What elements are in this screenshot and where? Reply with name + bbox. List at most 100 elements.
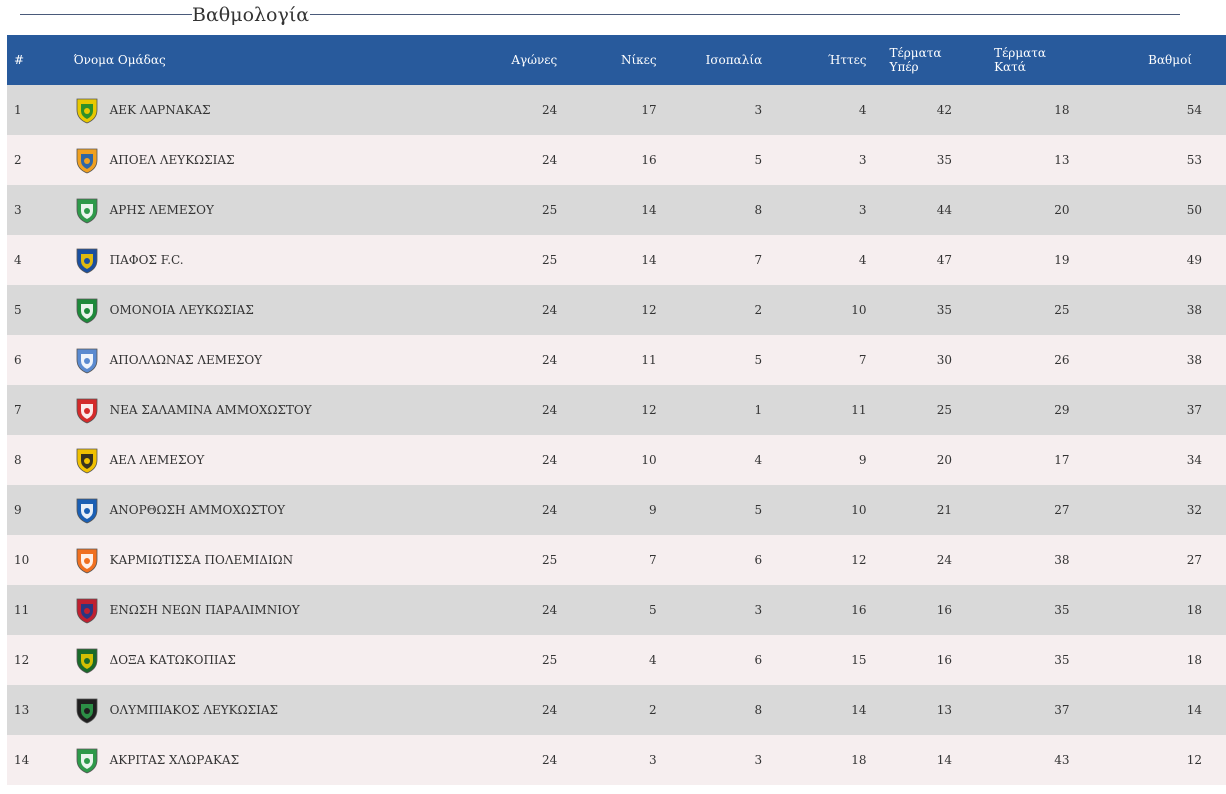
cell-wins: 16 [641,153,657,167]
cell-goals-for: 20 [936,453,953,467]
cell-goals-against: 38 [1054,553,1070,567]
table-row[interactable]: 11 ΕΝΩΣΗ ΝΕΩΝ ΠΑΡΑΛΙΜΝΙΟΥ 24 5 3 16 16 35 18 [7,585,1226,635]
table-row[interactable]: 9 ΑΝΟΡΘΩΣΗ ΑΜΜΟΧΩΣΤΟΥ 24 9 5 10 21 27 32 [7,485,1226,535]
table-row[interactable]: 6 ΑΠΟΛΛΩΝΑΣ ΛΕΜΕΣΟΥ 24 11 5 7 30 26 38 [7,335,1226,385]
team-name[interactable]: ΚΑΡΜΙΩΤΙΣΣΑ ΠΟΛΕΜΙΔΙΩΝ [109,553,294,567]
cell-points: 49 [1186,253,1202,267]
cell-team[interactable]: ΔΟΞΑ ΚΑΤΩΚΟΠΙΑΣ [62,635,439,685]
cell-team[interactable]: ΑΕΛ ΛΕΜΕΣΟΥ [62,435,439,485]
team-name[interactable]: ΕΝΩΣΗ ΝΕΩΝ ΠΑΡΑΛΙΜΝΙΟΥ [109,603,300,617]
cell-goals-against: 25 [1054,303,1070,317]
cell-wins: 5 [648,603,657,617]
cell-goals-for: 21 [936,503,953,517]
cell-team[interactable]: ΚΑΡΜΙΩΤΙΣΣΑ ΠΟΛΕΜΙΔΙΩΝ [62,535,439,585]
table-row[interactable]: 2 ΑΠΟΕΛ ΛΕΥΚΩΣΙΑΣ 24 16 5 3 35 13 53 [7,135,1226,185]
table-row[interactable]: 7 ΝΕΑ ΣΑΛΑΜΙΝΑ ΑΜΜΟΧΩΣΤΟΥ 24 12 1 11 25 29 37 [7,385,1226,435]
cell-position: 1 [14,103,22,117]
team-name[interactable]: ΠΑΦΟΣ F.C. [109,253,184,267]
cell-position: 7 [14,403,22,417]
cell-team[interactable]: ΟΜΟΝΟΙΑ ΛΕΥΚΩΣΙΑΣ [62,285,439,335]
table-row[interactable]: 14 ΑΚΡΙΤΑΣ ΧΛΩΡΑΚΑΣ 24 3 3 18 14 43 12 [7,735,1226,785]
team-name[interactable]: ΑΡΗΣ ΛΕΜΕΣΟΥ [109,203,214,217]
cell-goals-against: 35 [1054,603,1070,617]
team-name[interactable]: ΑΕΛ ΛΕΜΕΣΟΥ [109,453,205,467]
cell-losses: 18 [851,753,867,767]
cell-team[interactable]: ΝΕΑ ΣΑΛΑΜΙΝΑ ΑΜΜΟΧΩΣΤΟΥ [62,385,439,435]
cell-goals-against: 26 [1054,353,1070,367]
team-name[interactable]: ΟΛΥΜΠΙΑΚΟΣ ΛΕΥΚΩΣΙΑΣ [109,703,278,717]
team-name[interactable]: ΔΟΞΑ ΚΑΤΩΚΟΠΙΑΣ [109,653,236,667]
cell-goals-against: 27 [1054,503,1070,517]
cell-position: 3 [14,203,22,217]
cell-team[interactable]: ΑΠΟΛΛΩΝΑΣ ΛΕΜΕΣΟΥ [62,335,439,385]
cell-goals-for: 35 [936,303,953,317]
cell-position: 13 [14,703,30,717]
team-crest-icon [74,145,100,175]
cell-played: 25 [541,653,558,667]
cell-points: 12 [1186,753,1202,767]
table-row[interactable]: 12 ΔΟΞΑ ΚΑΤΩΚΟΠΙΑΣ 25 4 6 15 16 35 18 [7,635,1226,685]
cell-team[interactable]: ΟΛΥΜΠΙΑΚΟΣ ΛΕΥΚΩΣΙΑΣ [62,685,439,735]
team-name[interactable]: ΝΕΑ ΣΑΛΑΜΙΝΑ ΑΜΜΟΧΩΣΤΟΥ [109,403,312,417]
header-points: Βαθμοί [1148,53,1192,67]
cell-team[interactable]: ΑΕΚ ΛΑΡΝΑΚΑΣ [62,85,439,135]
cell-played: 24 [541,753,558,767]
cell-wins: 7 [648,553,657,567]
table-row[interactable]: 10 ΚΑΡΜΙΩΤΙΣΣΑ ΠΟΛΕΜΙΔΙΩΝ 25 7 6 12 24 38 27 [7,535,1226,585]
cell-team[interactable]: ΠΑΦΟΣ F.C. [62,235,439,285]
cell-draws: 3 [754,603,763,617]
cell-team[interactable]: ΑΝΟΡΘΩΣΗ ΑΜΜΟΧΩΣΤΟΥ [62,485,439,535]
cell-goals-for: 47 [936,253,953,267]
cell-goals-for: 14 [936,753,953,767]
cell-position: 10 [14,553,30,567]
cell-goals-for: 24 [936,553,953,567]
team-name[interactable]: ΑΠΟΕΛ ΛΕΥΚΩΣΙΑΣ [109,153,235,167]
cell-points: 50 [1186,203,1202,217]
cell-losses: 9 [858,453,867,467]
header-goals-for-line2: Υπέρ [889,60,919,74]
cell-losses: 12 [851,553,867,567]
cell-goals-for: 25 [936,403,953,417]
table-row[interactable]: 8 ΑΕΛ ΛΕΜΕΣΟΥ 24 10 4 9 20 17 34 [7,435,1226,485]
table-row[interactable]: 1 ΑΕΚ ΛΑΡΝΑΚΑΣ 24 17 3 4 42 18 54 [7,85,1226,135]
cell-team[interactable]: ΕΝΩΣΗ ΝΕΩΝ ΠΑΡΑΛΙΜΝΙΟΥ [62,585,439,635]
team-name[interactable]: ΟΜΟΝΟΙΑ ΛΕΥΚΩΣΙΑΣ [109,303,254,317]
team-name[interactable]: ΑΚΡΙΤΑΣ ΧΛΩΡΑΚΑΣ [109,753,240,767]
cell-position: 12 [14,653,30,667]
cell-played: 24 [541,703,558,717]
cell-team[interactable]: ΑΚΡΙΤΑΣ ΧΛΩΡΑΚΑΣ [62,735,439,785]
cell-wins: 9 [648,503,657,517]
cell-draws: 3 [754,753,763,767]
table-row[interactable]: 4 ΠΑΦΟΣ F.C. 25 14 7 4 47 19 49 [7,235,1226,285]
cell-goals-for: 44 [936,203,953,217]
table-row[interactable]: 3 ΑΡΗΣ ΛΕΜΕΣΟΥ 25 14 8 3 44 20 50 [7,185,1226,235]
cell-points: 32 [1186,503,1202,517]
cell-losses: 10 [851,503,867,517]
table-row[interactable]: 5 ΟΜΟΝΟΙΑ ΛΕΥΚΩΣΙΑΣ 24 12 2 10 35 25 38 [7,285,1226,335]
cell-team[interactable]: ΑΡΗΣ ΛΕΜΕΣΟΥ [62,185,439,235]
team-name[interactable]: ΑΠΟΛΛΩΝΑΣ ΛΕΜΕΣΟΥ [109,353,263,367]
cell-position: 6 [14,353,22,367]
team-name[interactable]: ΑΝΟΡΘΩΣΗ ΑΜΜΟΧΩΣΤΟΥ [109,503,286,517]
cell-points: 14 [1186,703,1202,717]
cell-played: 24 [541,303,558,317]
cell-goals-against: 18 [1054,103,1070,117]
cell-wins: 12 [641,403,657,417]
cell-points: 54 [1186,103,1202,117]
cell-draws: 6 [754,653,763,667]
section-title-bar: Βαθμολογία [20,4,1180,26]
cell-played: 25 [541,203,558,217]
cell-points: 37 [1186,403,1202,417]
cell-points: 38 [1186,303,1202,317]
cell-goals-against: 13 [1054,153,1070,167]
cell-draws: 8 [754,703,763,717]
cell-team[interactable]: ΑΠΟΕΛ ΛΕΥΚΩΣΙΑΣ [62,135,439,185]
cell-losses: 7 [858,353,867,367]
cell-points: 18 [1186,603,1202,617]
team-name[interactable]: ΑΕΚ ΛΑΡΝΑΚΑΣ [109,103,211,117]
cell-points: 38 [1186,353,1202,367]
team-crest-icon [74,245,100,275]
table-row[interactable]: 13 ΟΛΥΜΠΙΑΚΟΣ ΛΕΥΚΩΣΙΑΣ 24 2 8 14 13 37 14 [7,685,1226,735]
cell-draws: 6 [754,553,763,567]
cell-points: 18 [1186,653,1202,667]
